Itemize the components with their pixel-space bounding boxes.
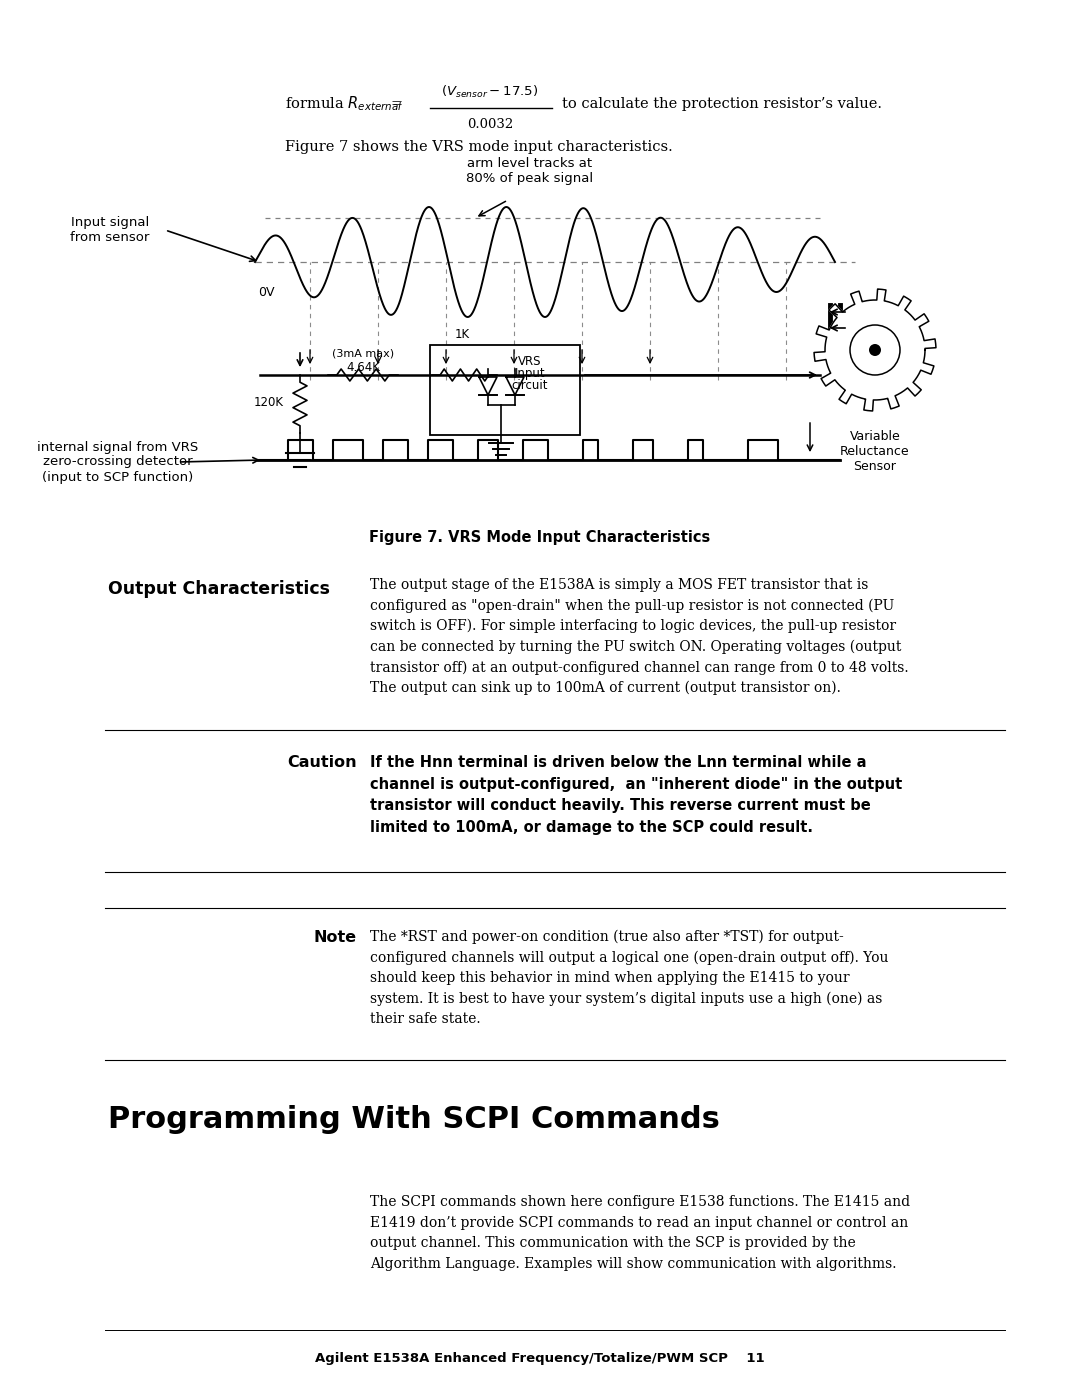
- Text: to calculate the protection resistor’s value.: to calculate the protection resistor’s v…: [562, 96, 882, 110]
- Text: formula $R_{external}$: formula $R_{external}$: [285, 94, 402, 113]
- Text: VRS: VRS: [518, 355, 542, 367]
- Text: Note: Note: [314, 930, 357, 944]
- Text: =: =: [390, 96, 402, 110]
- Text: Input: Input: [515, 367, 545, 380]
- Text: The SCPI commands shown here configure E1538 functions. The E1415 and
E1419 don’: The SCPI commands shown here configure E…: [370, 1194, 910, 1271]
- Text: Caution: Caution: [287, 754, 357, 770]
- Bar: [430, 345, 580, 434]
- Text: Programming With SCPI Commands: Programming With SCPI Commands: [108, 1105, 720, 1134]
- Text: The *RST and power-on condition (true also after *TST) for output-
configured ch: The *RST and power-on condition (true al…: [370, 930, 889, 1025]
- Text: circuit: circuit: [512, 379, 549, 393]
- Text: Output Characteristics: Output Characteristics: [108, 580, 330, 598]
- Text: 120K: 120K: [254, 397, 284, 409]
- Text: arm level tracks at
80% of peak signal: arm level tracks at 80% of peak signal: [467, 156, 594, 184]
- Text: If the Hnn terminal is driven below the Lnn terminal while a
channel is output-c: If the Hnn terminal is driven below the …: [370, 754, 902, 835]
- Polygon shape: [814, 289, 936, 411]
- Text: Figure 7 shows the VRS mode input characteristics.: Figure 7 shows the VRS mode input charac…: [285, 140, 673, 154]
- Text: The output stage of the E1538A is simply a MOS FET transistor that is
configured: The output stage of the E1538A is simply…: [370, 578, 908, 696]
- Text: internal signal from VRS
zero-crossing detector
(input to SCP function): internal signal from VRS zero-crossing d…: [38, 440, 199, 483]
- Text: (3mA max): (3mA max): [332, 349, 394, 359]
- Text: Variable
Reluctance
Sensor: Variable Reluctance Sensor: [840, 430, 909, 474]
- Text: 0V: 0V: [258, 286, 274, 299]
- Text: 1K: 1K: [455, 328, 470, 341]
- Text: 0.0032: 0.0032: [467, 117, 513, 131]
- Text: Figure 7. VRS Mode Input Characteristics: Figure 7. VRS Mode Input Characteristics: [369, 529, 711, 545]
- Text: 4.64K: 4.64K: [346, 360, 380, 374]
- Circle shape: [869, 344, 881, 356]
- Text: Input signal
from sensor: Input signal from sensor: [70, 217, 150, 244]
- Text: Agilent E1538A Enhanced Frequency/Totalize/PWM SCP    11: Agilent E1538A Enhanced Frequency/Totali…: [315, 1352, 765, 1365]
- Text: $(V_{sensor}-17.5)$: $(V_{sensor}-17.5)$: [442, 84, 539, 101]
